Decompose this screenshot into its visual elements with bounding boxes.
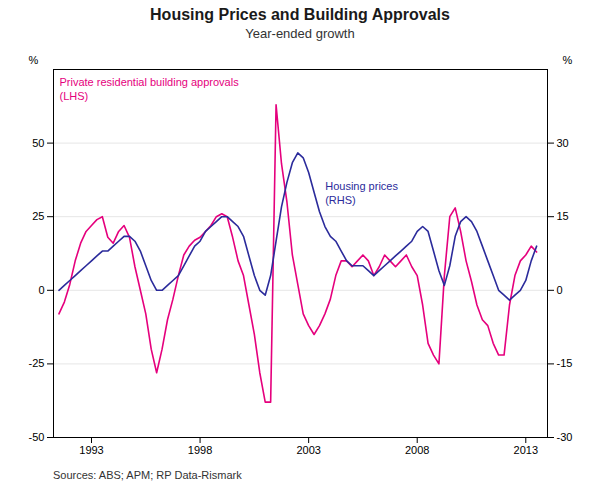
svg-text:1993: 1993 — [79, 444, 103, 456]
svg-text:%: % — [29, 54, 39, 66]
svg-text:1998: 1998 — [188, 444, 212, 456]
svg-text:0: 0 — [557, 284, 563, 296]
svg-text:0: 0 — [38, 284, 44, 296]
svg-text:-30: -30 — [557, 431, 573, 443]
html-text:Sources: ABS; APM; RP Data-Ris: Sources: ABS; APM; RP Data-Rismark — [53, 469, 242, 481]
svg-text:-15: -15 — [557, 357, 573, 369]
svg-text:Private residential building a: Private residential building approvals(L… — [60, 76, 240, 102]
svg-text:2003: 2003 — [296, 444, 320, 456]
svg-text:2008: 2008 — [405, 444, 429, 456]
svg-text:15: 15 — [557, 210, 569, 222]
svg-text:50: 50 — [32, 137, 44, 149]
svg-text:%: % — [563, 54, 573, 66]
svg-text:2013: 2013 — [514, 444, 538, 456]
svg-text:-50: -50 — [29, 431, 45, 443]
svg-text:25: 25 — [32, 210, 44, 222]
svg-text:-25: -25 — [29, 357, 45, 369]
html-text:Year-ended growth: Year-ended growth — [245, 26, 355, 41]
svg-text:30: 30 — [557, 137, 569, 149]
svg-text:Housing prices(RHS): Housing prices(RHS) — [325, 180, 398, 206]
html-text:Housing Prices and Building Ap: Housing Prices and Building Approvals — [150, 6, 450, 23]
